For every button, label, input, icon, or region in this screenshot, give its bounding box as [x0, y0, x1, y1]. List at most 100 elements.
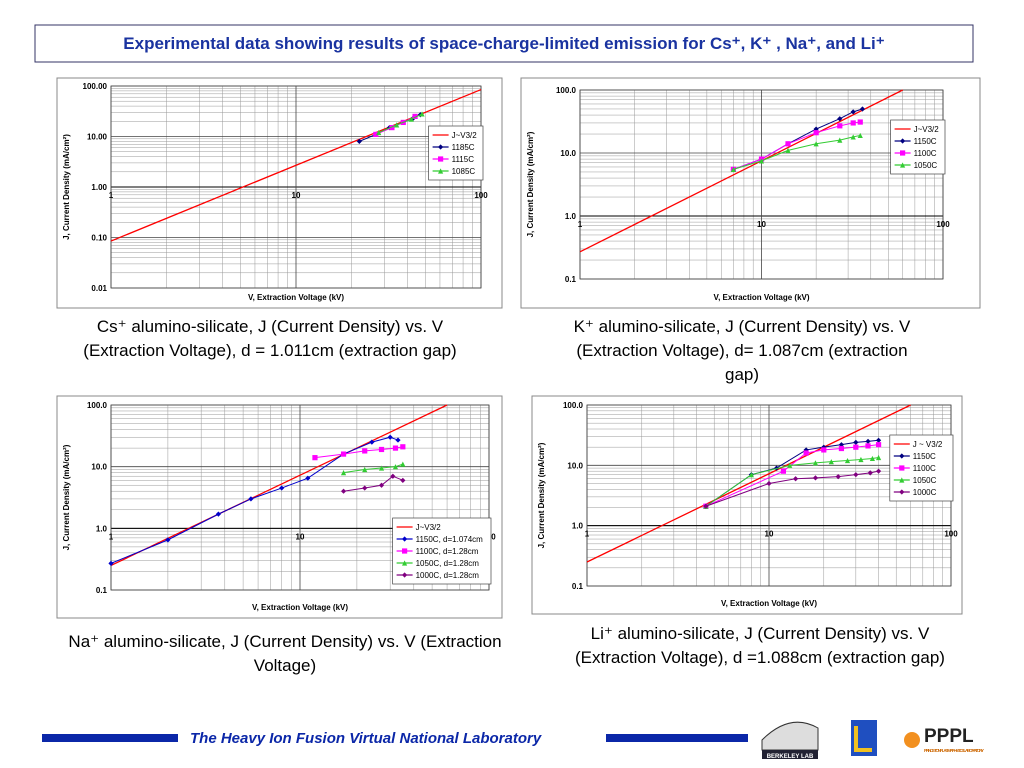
marker — [362, 485, 368, 491]
y-tick-label: 10.0 — [91, 463, 107, 472]
marker — [859, 106, 866, 112]
marker — [400, 477, 406, 483]
marker — [837, 137, 843, 143]
y-tick-label: 100.00 — [83, 82, 108, 91]
marker — [899, 489, 905, 495]
marker — [780, 468, 787, 474]
marker — [376, 129, 382, 136]
marker — [803, 450, 809, 456]
x-tick-label: 10 — [757, 220, 766, 229]
marker — [387, 434, 393, 440]
x-axis-label: V, Extraction Voltage (kV) — [248, 293, 344, 302]
x-tick-label: 1 — [109, 532, 114, 541]
legend-label: 1100C — [913, 464, 936, 473]
caption: Cs⁺ alumino-silicate, J (Current Density… — [83, 317, 457, 360]
y-axis-label: J, Current Density (mA/cm²) — [62, 134, 71, 240]
marker — [835, 474, 841, 480]
y-tick-label: 0.10 — [91, 234, 107, 243]
legend-label: 1100C — [914, 149, 937, 158]
marker — [400, 461, 406, 467]
legend-label: 1100C, d=1.28cm — [416, 547, 479, 556]
marker — [400, 444, 406, 450]
marker — [389, 125, 395, 131]
series-line — [579, 89, 904, 253]
marker — [402, 572, 408, 578]
marker — [402, 536, 408, 542]
marker — [340, 451, 347, 457]
marker — [248, 496, 254, 502]
y-tick-label: 1.0 — [96, 524, 108, 533]
marker — [865, 438, 871, 444]
legend-label: 1000C, d=1.28cm — [416, 571, 480, 580]
marker — [312, 455, 318, 461]
legend-label: 1050C — [913, 476, 937, 485]
marker — [821, 447, 827, 453]
marker — [412, 113, 418, 120]
marker — [390, 473, 396, 479]
legend-label: 1185C — [452, 143, 475, 152]
marker — [812, 460, 819, 466]
series-line — [705, 470, 879, 507]
x-tick-label: 100 — [474, 191, 488, 200]
marker — [395, 437, 401, 443]
y-axis-label: J, Current Density (mA/cm²) — [537, 442, 546, 548]
legend-label: 1150C — [914, 137, 937, 146]
marker — [875, 468, 882, 474]
x-axis-label: V, Extraction Voltage (kV) — [713, 293, 809, 302]
x-axis-label: V, Extraction Voltage (kV) — [252, 603, 348, 612]
x-axis-label: V, Extraction Voltage (kV) — [721, 599, 817, 608]
marker — [857, 119, 863, 125]
x-tick-label: 1 — [109, 191, 114, 200]
marker — [828, 459, 834, 465]
marker — [850, 134, 856, 140]
y-tick-label: 100.0 — [87, 401, 108, 410]
marker — [215, 511, 221, 517]
y-tick-label: 10.0 — [560, 149, 576, 158]
y-tick-label: 100.0 — [556, 86, 577, 95]
marker — [875, 437, 882, 443]
marker — [838, 445, 845, 452]
footer-bar — [42, 734, 178, 742]
marker — [785, 141, 791, 147]
legend-label: J ~ V3/2 — [913, 440, 943, 449]
marker — [730, 166, 736, 172]
footer-text: The Heavy Ion Fusion Virtual National La… — [190, 730, 542, 747]
legend-label: 1085C — [452, 167, 476, 176]
pppl-sun — [904, 732, 920, 748]
caption: K⁺ alumino-silicate, J (Current Density)… — [573, 317, 911, 384]
marker — [438, 168, 444, 174]
legend-label: J~V3/2 — [416, 523, 442, 532]
marker — [402, 548, 408, 554]
legend-label: 1150C — [913, 452, 936, 461]
marker — [438, 156, 444, 162]
marker — [899, 465, 905, 471]
legend-label: 1050C — [914, 161, 938, 170]
marker — [813, 130, 819, 136]
marker — [438, 144, 444, 150]
caption: Li⁺ alumino-silicate, J (Current Density… — [575, 624, 945, 667]
marker — [900, 162, 906, 168]
title-box — [34, 24, 974, 63]
marker — [813, 141, 819, 147]
marker — [408, 116, 414, 122]
pppl-text: PPPL — [924, 726, 974, 747]
marker — [858, 456, 864, 463]
marker — [378, 482, 385, 488]
y-tick-label: 0.1 — [96, 586, 108, 595]
marker — [900, 150, 906, 156]
marker — [900, 138, 906, 144]
marker — [867, 470, 873, 476]
marker — [792, 476, 799, 482]
marker — [785, 147, 791, 153]
y-tick-label: 10.00 — [87, 133, 108, 142]
marker — [340, 470, 347, 476]
y-tick-label: 1.00 — [91, 183, 107, 192]
marker — [853, 472, 859, 478]
x-tick-label: 10 — [765, 530, 774, 539]
berkeley-logo: BERKELEY LAB — [761, 721, 819, 760]
marker — [853, 444, 859, 450]
marker — [108, 560, 114, 566]
marker — [787, 462, 793, 468]
